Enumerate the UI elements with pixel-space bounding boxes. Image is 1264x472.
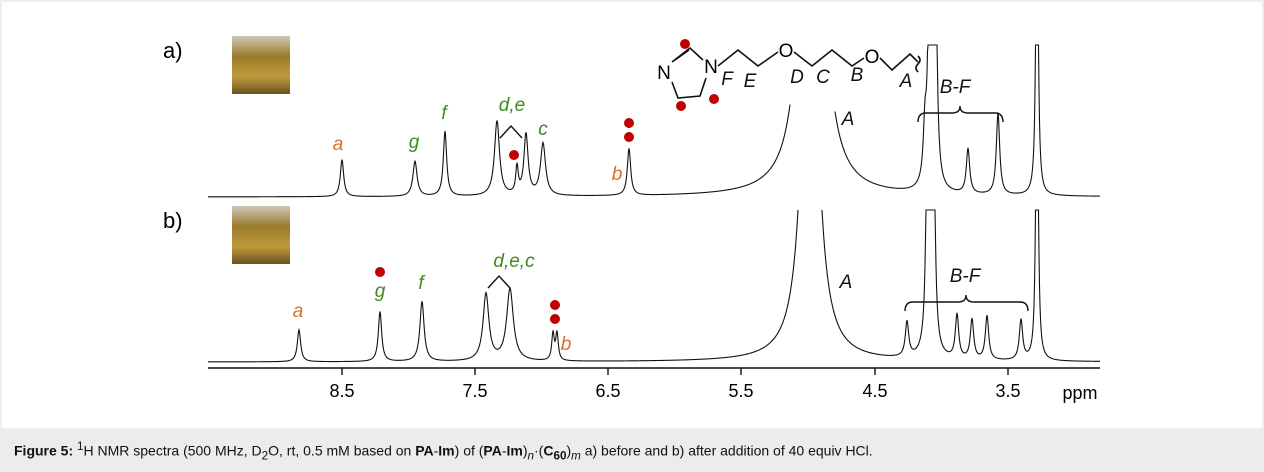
red-dots	[375, 39, 719, 324]
caption-text: -	[501, 442, 507, 459]
peak-label: B-F	[950, 266, 982, 287]
caption: Figure 5: 1H NMR spectra (500 MHz, D2O, …	[0, 430, 1264, 472]
caption-text: Im	[438, 442, 455, 459]
figure: a) b) a g f d,e c b A B-F a g f d,e,c b …	[0, 0, 1264, 430]
peak-label: b	[561, 334, 572, 355]
molecule-bonds	[671, 46, 921, 99]
hat	[487, 274, 511, 289]
caption-text: 2	[261, 449, 269, 463]
caption-text: -	[433, 442, 439, 459]
brace	[904, 294, 1029, 312]
axis-unit: ppm	[1062, 383, 1097, 403]
caption-text: PA	[415, 442, 434, 459]
peak-label: A	[839, 272, 853, 293]
peak-label: d,e	[499, 95, 525, 116]
tick-label: 7.5	[462, 381, 487, 401]
vial-photo	[232, 36, 290, 94]
chain-label: D	[790, 67, 804, 88]
caption-label: Figure 5:	[14, 442, 74, 459]
brace	[917, 105, 1004, 123]
peak-label: a	[333, 134, 344, 155]
caption-text: 1	[77, 440, 84, 453]
caption-text: 60	[553, 449, 567, 463]
caption-text: H NMR spectra (500 MHz, D	[83, 442, 262, 459]
tick-label: 8.5	[329, 381, 354, 401]
chain-label: E	[744, 71, 757, 92]
caption-text: ·(	[534, 442, 544, 459]
peak-label: g	[409, 132, 420, 153]
caption-text: PA	[483, 442, 502, 459]
hat	[499, 124, 523, 139]
caption-text: m	[571, 449, 581, 463]
chain-label: F	[721, 69, 734, 90]
chain-label: C	[816, 67, 830, 88]
tick-label: 3.5	[995, 381, 1020, 401]
caption-text: )	[566, 442, 572, 459]
atom-label: O	[865, 47, 880, 68]
peak-label: f	[441, 103, 448, 124]
tick-label: 6.5	[595, 381, 620, 401]
caption-text: n	[527, 449, 535, 463]
tick-label: 4.5	[862, 381, 887, 401]
figure-border	[0, 0, 1264, 430]
caption-text: Im	[506, 442, 523, 459]
peak-label: g	[375, 281, 386, 302]
spectrum	[208, 209, 1101, 363]
panel-label: b)	[163, 208, 183, 233]
atom-label: O	[779, 41, 794, 62]
caption-text: )	[522, 442, 528, 459]
peak-label: b	[612, 164, 623, 185]
spectrum	[208, 44, 1101, 198]
chain-label: B	[851, 65, 864, 86]
peak-label: a	[293, 301, 304, 322]
caption-text: a) before and b) after addition of 40 eq…	[580, 442, 873, 459]
caption-text: C	[543, 442, 554, 459]
atom-label: N	[657, 63, 671, 84]
caption-text: ) of (	[454, 442, 484, 459]
atom-label: N	[704, 57, 718, 78]
chain-label: A	[899, 71, 913, 92]
vial-photo	[232, 206, 290, 264]
peak-label: c	[538, 119, 548, 140]
peak-label: f	[418, 273, 425, 294]
panel-label: a)	[163, 38, 183, 63]
peak-label: B-F	[940, 77, 972, 98]
peak-label: d,e,c	[493, 251, 535, 272]
peak-label: A	[841, 109, 855, 130]
tick-label: 5.5	[728, 381, 753, 401]
caption-text: O, rt, 0.5 mM based on	[268, 442, 416, 459]
